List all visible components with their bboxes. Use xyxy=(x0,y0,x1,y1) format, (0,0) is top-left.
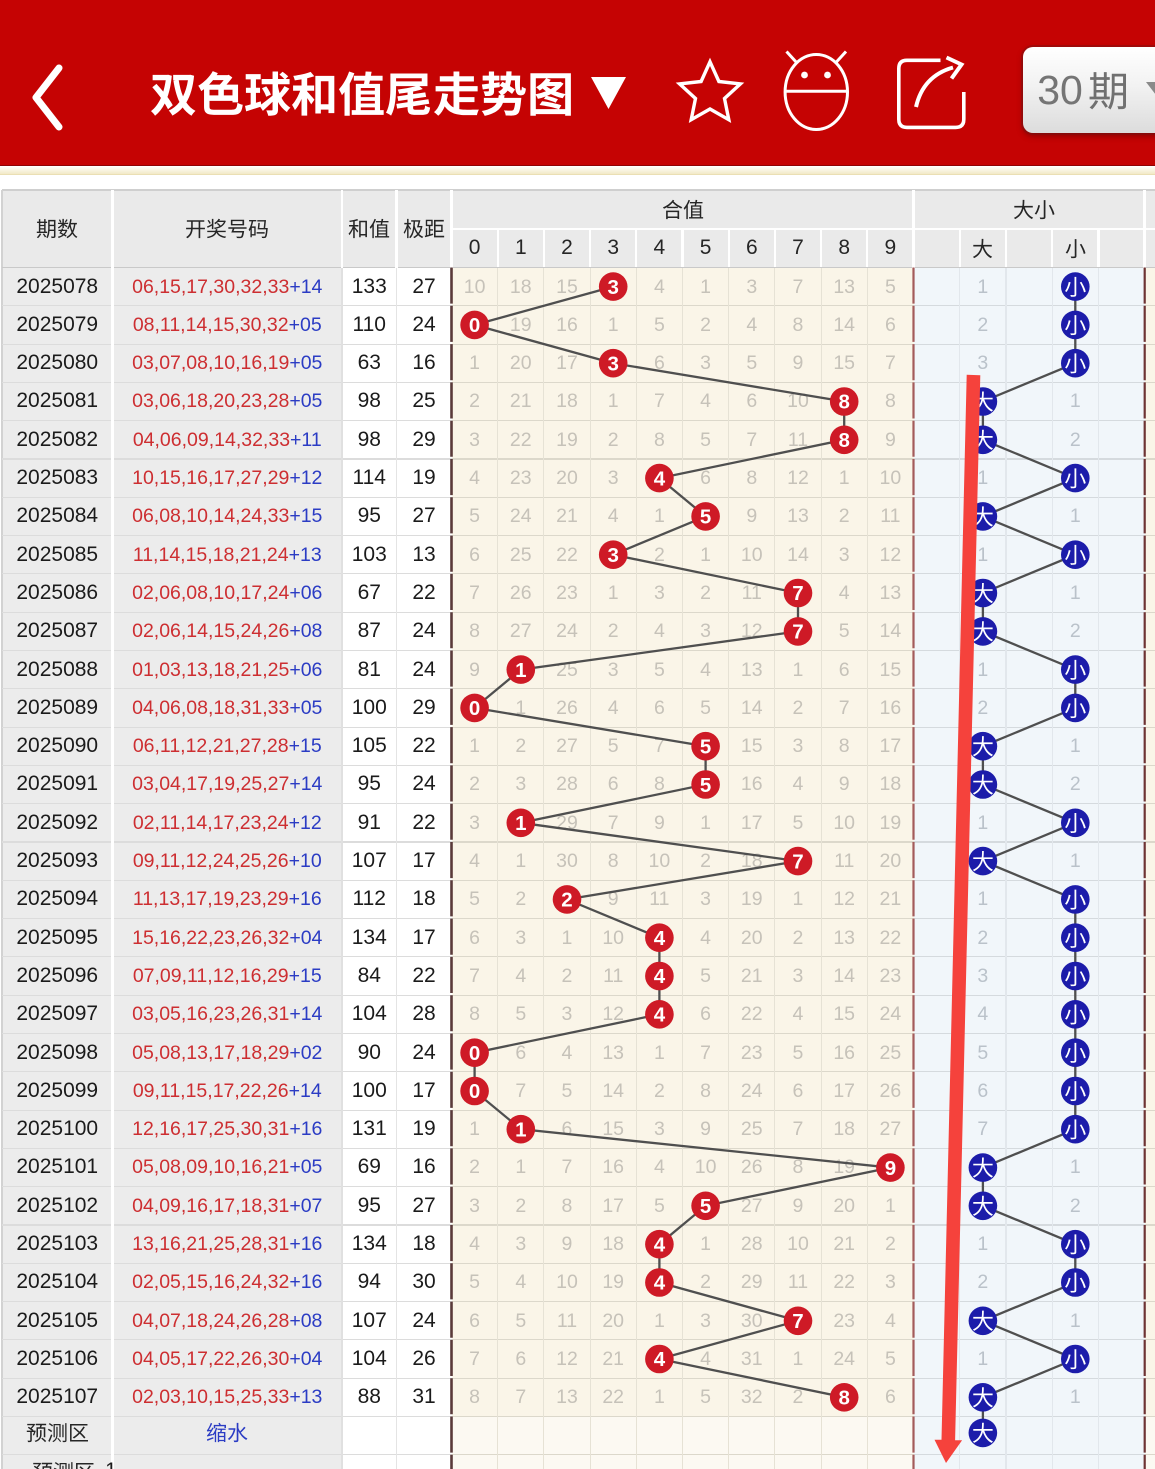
svg-text:5: 5 xyxy=(700,506,711,529)
svg-text:5: 5 xyxy=(700,735,711,758)
svg-text:4: 4 xyxy=(654,1004,666,1027)
svg-text:1: 1 xyxy=(515,812,526,835)
svg-text:3: 3 xyxy=(607,352,618,375)
svg-text:3: 3 xyxy=(607,276,618,299)
svg-text:4: 4 xyxy=(654,1233,666,1256)
svg-text:0: 0 xyxy=(469,1080,480,1103)
svg-text:7: 7 xyxy=(792,621,803,644)
svg-text:9: 9 xyxy=(885,1157,896,1180)
svg-text:0: 0 xyxy=(469,314,480,337)
svg-text:0: 0 xyxy=(469,697,480,720)
svg-text:7: 7 xyxy=(792,582,803,605)
svg-text:5: 5 xyxy=(700,1195,711,1218)
svg-text:4: 4 xyxy=(654,927,666,950)
svg-text:7: 7 xyxy=(792,1310,803,1333)
svg-text:3: 3 xyxy=(607,544,618,567)
svg-text:8: 8 xyxy=(838,1387,849,1410)
svg-text:5: 5 xyxy=(700,774,711,797)
svg-text:0: 0 xyxy=(469,1042,480,1065)
svg-text:4: 4 xyxy=(654,1272,666,1295)
svg-text:2: 2 xyxy=(561,889,572,912)
svg-text:8: 8 xyxy=(838,391,849,414)
svg-text:1: 1 xyxy=(515,1119,526,1142)
svg-text:7: 7 xyxy=(792,850,803,873)
svg-text:1: 1 xyxy=(515,659,526,682)
svg-text:4: 4 xyxy=(654,1348,666,1371)
svg-text:4: 4 xyxy=(654,467,666,490)
svg-text:8: 8 xyxy=(838,429,849,452)
svg-text:4: 4 xyxy=(654,965,666,988)
